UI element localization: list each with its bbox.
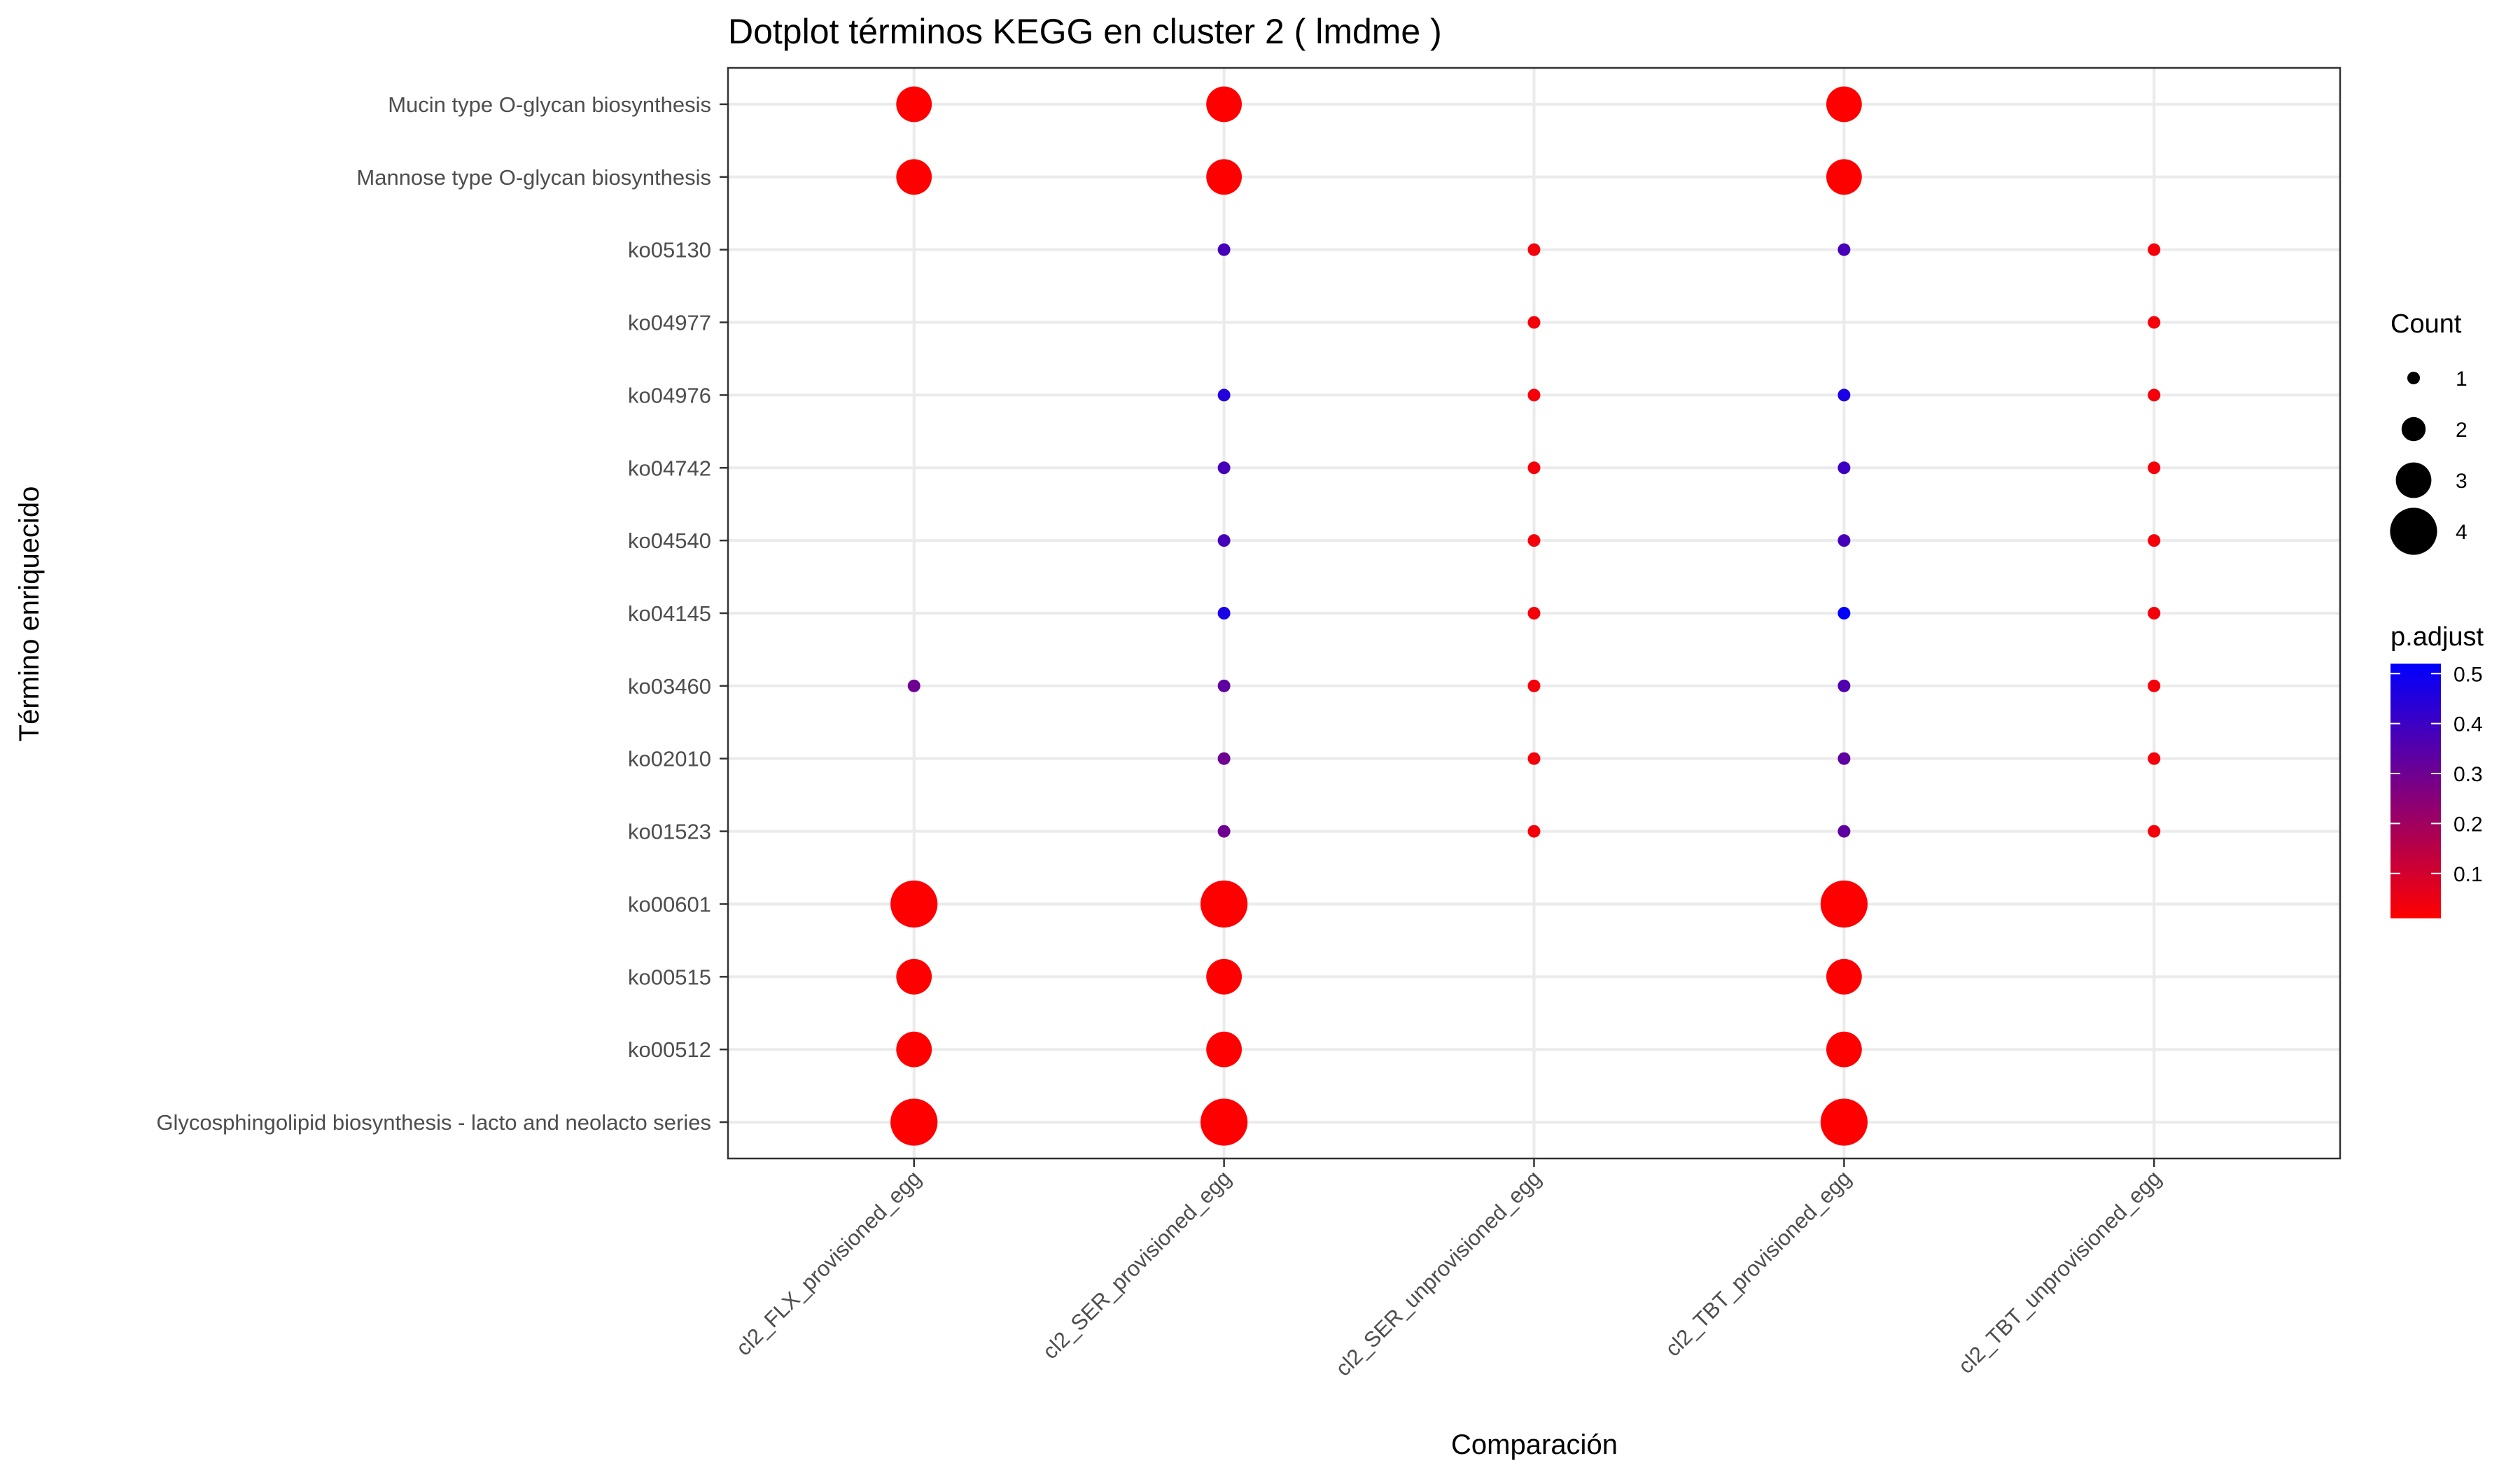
data-point bbox=[1837, 607, 1851, 620]
data-point bbox=[896, 958, 932, 995]
y-tick-label: ko04540 bbox=[628, 528, 711, 553]
y-axis-title: Término enriquecido bbox=[14, 486, 45, 742]
data-point bbox=[890, 880, 938, 928]
data-point bbox=[1826, 159, 1862, 195]
y-tick-label: Mannose type O-glycan biosynthesis bbox=[356, 165, 711, 190]
data-point bbox=[1527, 534, 1541, 547]
data-point bbox=[1206, 958, 1242, 995]
data-point bbox=[2148, 679, 2161, 692]
data-point bbox=[1217, 752, 1231, 765]
legend-p-adjust-label: 0.2 bbox=[2454, 813, 2483, 836]
x-tick-label: cl2_SER_unprovisioned_egg bbox=[1331, 1166, 1546, 1380]
legend-count-label: 1 bbox=[2456, 368, 2468, 391]
x-axis-ticks: cl2_FLX_provisioned_egg cl2_SER_provision… bbox=[731, 1158, 2166, 1381]
data-point bbox=[907, 679, 920, 692]
legend-p-adjust-colorbar bbox=[2390, 664, 2441, 918]
data-point bbox=[1200, 1098, 1248, 1146]
data-point bbox=[1527, 679, 1541, 692]
y-tick-label: ko04977 bbox=[628, 311, 711, 335]
legend-count-key bbox=[2401, 416, 2426, 442]
data-point bbox=[1206, 1031, 1242, 1068]
chart-title: Dotplot términos KEGG en cluster 2 ( lmd… bbox=[728, 12, 1442, 51]
data-point bbox=[2148, 461, 2161, 475]
data-point bbox=[1837, 243, 1851, 256]
y-tick-label: ko00512 bbox=[628, 1037, 711, 1062]
data-point bbox=[2148, 534, 2161, 547]
data-point bbox=[2148, 316, 2161, 329]
data-point bbox=[1217, 388, 1231, 402]
data-point bbox=[1837, 461, 1851, 475]
data-point bbox=[2148, 825, 2161, 838]
y-tick-label: ko02010 bbox=[628, 747, 711, 771]
data-point bbox=[890, 1098, 938, 1146]
legend-p-adjust-label: 0.5 bbox=[2454, 663, 2483, 686]
data-point bbox=[1820, 1098, 1868, 1146]
legend-count-label: 4 bbox=[2456, 521, 2468, 544]
data-point bbox=[1217, 825, 1231, 838]
legend-count-label: 3 bbox=[2456, 470, 2468, 493]
y-tick-label: ko04742 bbox=[628, 456, 711, 480]
x-axis-title: Comparación bbox=[1451, 1429, 1618, 1460]
data-point bbox=[1206, 159, 1242, 195]
data-point bbox=[1837, 534, 1851, 547]
data-point bbox=[1217, 461, 1231, 475]
data-point bbox=[1217, 534, 1231, 547]
x-tick-label: cl2_FLX_provisioned_egg bbox=[731, 1166, 925, 1360]
y-tick-label: ko00515 bbox=[628, 965, 711, 989]
data-point bbox=[2148, 243, 2161, 256]
legend-p-adjust-label: 0.4 bbox=[2454, 713, 2483, 736]
data-point bbox=[1527, 316, 1541, 329]
data-point bbox=[1217, 243, 1231, 256]
data-point bbox=[1217, 607, 1231, 620]
x-tick-label: cl2_TBT_provisioned_egg bbox=[1660, 1166, 1856, 1361]
y-axis-ticks: Mucin type O-glycan biosynthesis Mannose … bbox=[156, 92, 728, 1135]
legend-count-key bbox=[2390, 507, 2437, 555]
y-tick-label: ko01523 bbox=[628, 820, 711, 844]
legend-p-adjust-title: p.adjust bbox=[2390, 622, 2484, 652]
legend-p-adjust: p.adjust 0.1 0.2 0.3 0.4 0.5 bbox=[2390, 622, 2484, 918]
data-point bbox=[2148, 388, 2161, 402]
data-point bbox=[1527, 461, 1541, 475]
data-points bbox=[890, 86, 2161, 1146]
legend-count-label: 2 bbox=[2456, 419, 2468, 442]
y-tick-label: ko00601 bbox=[628, 892, 711, 916]
legend-count-key bbox=[2407, 372, 2420, 384]
legend-p-adjust-label: 0.3 bbox=[2454, 763, 2483, 786]
data-point bbox=[1837, 825, 1851, 838]
data-point bbox=[896, 1031, 932, 1068]
y-tick-label: ko03460 bbox=[628, 674, 711, 699]
data-point bbox=[896, 86, 932, 122]
data-point bbox=[1826, 1031, 1862, 1068]
data-point bbox=[2148, 752, 2161, 765]
data-point bbox=[1826, 86, 1862, 122]
y-tick-label: ko04976 bbox=[628, 383, 711, 407]
y-tick-label: ko05130 bbox=[628, 238, 711, 262]
data-point bbox=[1527, 243, 1541, 256]
y-tick-label: Mucin type O-glycan biosynthesis bbox=[388, 92, 711, 117]
data-point bbox=[1527, 825, 1541, 838]
x-tick-label: cl2_TBT_unprovisioned_egg bbox=[1953, 1166, 2166, 1378]
legend-count-title: Count bbox=[2390, 309, 2462, 339]
legend-count: Count 1 2 3 4 bbox=[2390, 309, 2468, 555]
data-point bbox=[2148, 607, 2161, 620]
x-tick-label: cl2_SER_provisioned_egg bbox=[1037, 1166, 1236, 1364]
data-point bbox=[1527, 607, 1541, 620]
data-point bbox=[1837, 752, 1851, 765]
data-point bbox=[896, 159, 932, 195]
data-point bbox=[1217, 679, 1231, 692]
data-point bbox=[1837, 388, 1851, 402]
data-point bbox=[1206, 86, 1242, 122]
data-point bbox=[1837, 679, 1851, 692]
data-point bbox=[1200, 880, 1248, 928]
data-point bbox=[1527, 752, 1541, 765]
data-point bbox=[1527, 388, 1541, 402]
legend-p-adjust-label: 0.1 bbox=[2454, 863, 2483, 886]
data-point bbox=[1820, 880, 1868, 928]
legend-count-key bbox=[2395, 462, 2432, 498]
y-tick-label: ko04145 bbox=[628, 601, 711, 626]
y-tick-label: Glycosphingolipid biosynthesis - lacto a… bbox=[156, 1110, 711, 1135]
data-point bbox=[1826, 958, 1862, 995]
